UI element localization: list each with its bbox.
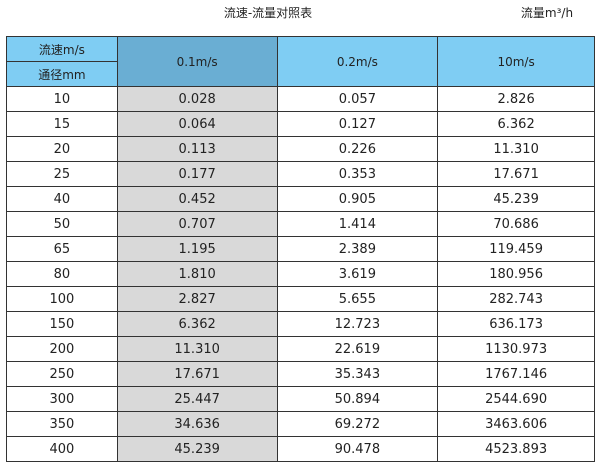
table-row: 150 6.362 12.723 636.173 — [6, 311, 595, 337]
velocity-header: 流速m/s — [6, 36, 118, 62]
flow-cell: 0.057 — [276, 86, 439, 112]
table-row: 50 0.707 1.414 70.686 — [6, 211, 595, 237]
flow-cell: 119.459 — [437, 236, 595, 262]
flow-cell: 3.619 — [276, 261, 439, 287]
flow-cell: 2.389 — [276, 236, 439, 262]
table-row: 25 0.177 0.353 17.671 — [6, 161, 595, 187]
flow-cell: 2.827 — [116, 286, 278, 312]
table-row: 350 34.636 69.272 3463.606 — [6, 411, 595, 437]
table-row: 40 0.452 0.905 45.239 — [6, 186, 595, 212]
unit-label: 流量m³/h — [520, 6, 574, 20]
flow-cell: 0.177 — [116, 161, 278, 187]
flow-cell: 3463.606 — [437, 411, 595, 437]
table-row: 400 45.239 90.478 4523.893 — [6, 436, 595, 462]
flow-cell: 90.478 — [276, 436, 439, 462]
flow-cell: 69.272 — [276, 411, 439, 437]
flow-cell: 1.195 — [116, 236, 278, 262]
flow-cell: 17.671 — [437, 161, 595, 187]
table-row: 100 2.827 5.655 282.743 — [6, 286, 595, 312]
flow-cell: 70.686 — [437, 211, 595, 237]
diameter-cell: 350 — [6, 411, 118, 437]
flow-cell: 0.353 — [276, 161, 439, 187]
flow-cell: 1.414 — [276, 211, 439, 237]
flow-cell: 1.810 — [116, 261, 278, 287]
diameter-cell: 65 — [6, 236, 118, 262]
table-row: 200 11.310 22.619 1130.973 — [6, 336, 595, 362]
flow-cell: 1767.146 — [437, 361, 595, 387]
diameter-cell: 250 — [6, 361, 118, 387]
flow-cell: 45.239 — [437, 186, 595, 212]
column-header: 0.2m/s — [276, 36, 439, 87]
table-title: 流速-流量对照表 — [223, 6, 313, 20]
table-row: 250 17.671 35.343 1767.146 — [6, 361, 595, 387]
diameter-cell: 400 — [6, 436, 118, 462]
diameter-cell: 40 — [6, 186, 118, 212]
flow-cell: 35.343 — [276, 361, 439, 387]
diameter-cell: 50 — [6, 211, 118, 237]
flow-cell: 11.310 — [116, 336, 278, 362]
flow-cell: 5.655 — [276, 286, 439, 312]
table-row: 300 25.447 50.894 2544.690 — [6, 386, 595, 412]
diameter-header: 通径mm — [6, 61, 118, 87]
diameter-cell: 20 — [6, 136, 118, 162]
flow-cell: 17.671 — [116, 361, 278, 387]
diameter-cell: 80 — [6, 261, 118, 287]
diameter-cell: 300 — [6, 386, 118, 412]
flow-cell: 282.743 — [437, 286, 595, 312]
flow-cell: 25.447 — [116, 386, 278, 412]
diameter-cell: 150 — [6, 311, 118, 337]
flow-cell: 1130.973 — [437, 336, 595, 362]
column-header: 10m/s — [437, 36, 595, 87]
table-row: 65 1.195 2.389 119.459 — [6, 236, 595, 262]
flow-cell: 0.127 — [276, 111, 439, 137]
diameter-cell: 10 — [6, 86, 118, 112]
flow-cell: 0.028 — [116, 86, 278, 112]
flow-cell: 2.826 — [437, 86, 595, 112]
table-row: 10 0.028 0.057 2.826 — [6, 86, 595, 112]
flow-cell: 0.905 — [276, 186, 439, 212]
flow-cell: 180.956 — [437, 261, 595, 287]
flow-cell: 0.064 — [116, 111, 278, 137]
table-row: 20 0.113 0.226 11.310 — [6, 136, 595, 162]
flow-cell: 0.226 — [276, 136, 439, 162]
flow-cell: 12.723 — [276, 311, 439, 337]
flow-cell: 45.239 — [116, 436, 278, 462]
flow-cell: 2544.690 — [437, 386, 595, 412]
diameter-cell: 15 — [6, 111, 118, 137]
table-row: 15 0.064 0.127 6.362 — [6, 111, 595, 137]
flow-cell: 6.362 — [437, 111, 595, 137]
flow-cell: 11.310 — [437, 136, 595, 162]
diameter-cell: 100 — [6, 286, 118, 312]
flow-cell: 50.894 — [276, 386, 439, 412]
flow-cell: 0.113 — [116, 136, 278, 162]
flow-cell: 6.362 — [116, 311, 278, 337]
table-row: 80 1.810 3.619 180.956 — [6, 261, 595, 287]
flow-cell: 34.636 — [116, 411, 278, 437]
diameter-cell: 200 — [6, 336, 118, 362]
column-header: 0.1m/s — [116, 36, 278, 87]
flow-cell: 0.707 — [116, 211, 278, 237]
flow-table: 流速m/s 0.1m/s 0.2m/s 10m/s 通径mm 10 0.028 0.… — [6, 36, 595, 462]
flow-cell: 22.619 — [276, 336, 439, 362]
flow-cell: 636.173 — [437, 311, 595, 337]
flow-cell: 4523.893 — [437, 436, 595, 462]
flow-cell: 0.452 — [116, 186, 278, 212]
diameter-cell: 25 — [6, 161, 118, 187]
